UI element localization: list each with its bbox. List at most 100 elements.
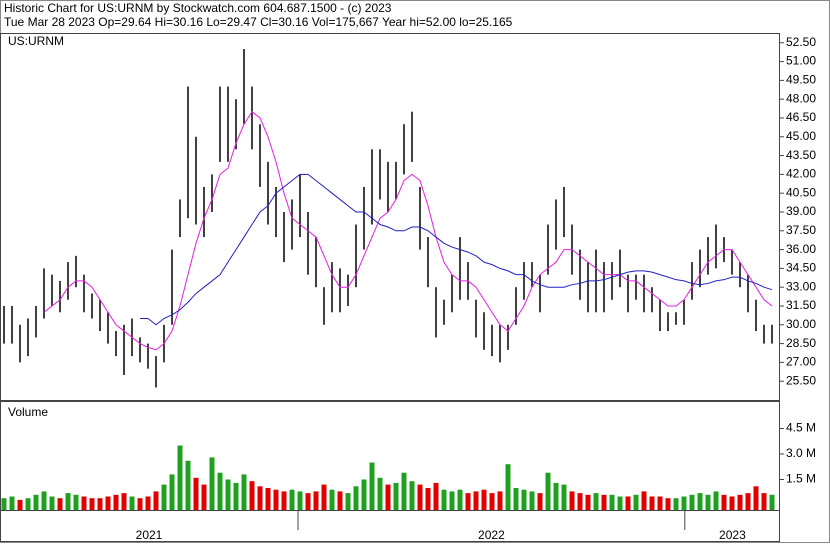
volume-bar xyxy=(257,486,263,510)
volume-bar xyxy=(433,482,439,510)
volume-bar xyxy=(305,493,311,510)
volume-bar xyxy=(137,498,143,510)
volume-bar xyxy=(473,491,479,510)
volume-bar xyxy=(361,479,367,510)
y-tick-label: 45.00 xyxy=(786,129,816,143)
volume-bar xyxy=(561,484,567,510)
date-panel xyxy=(0,510,780,542)
volume-bar xyxy=(585,494,591,510)
volume-bar xyxy=(689,494,695,510)
volume-bar xyxy=(545,472,551,510)
volume-bar xyxy=(161,484,167,510)
y-tick-label: 4.5 M xyxy=(786,421,816,435)
year-label: 2023 xyxy=(719,528,746,542)
volume-bar xyxy=(481,489,487,510)
volume-bar xyxy=(521,489,527,510)
volume-bar xyxy=(409,481,415,510)
volume-bar xyxy=(217,472,223,510)
y-tick-label: 27.00 xyxy=(786,355,816,369)
volume-bar xyxy=(457,489,463,510)
volume-bar xyxy=(385,484,391,510)
y-tick-label: 43.50 xyxy=(786,148,816,162)
volume-bar xyxy=(169,474,175,510)
y-tick-label: 36.00 xyxy=(786,242,816,256)
volume-bar xyxy=(289,489,295,510)
volume-bar xyxy=(697,493,703,510)
y-tick-label: 39.00 xyxy=(786,204,816,218)
volume-bar xyxy=(497,491,503,510)
volume-bar xyxy=(145,496,151,510)
volume-bar xyxy=(681,496,687,510)
y-tick-label: 30.00 xyxy=(786,317,816,331)
volume-bar xyxy=(625,496,631,510)
volume-bar xyxy=(313,491,319,510)
volume-bar xyxy=(393,482,399,510)
volume-bar xyxy=(65,493,71,510)
volume-bar xyxy=(193,477,199,510)
volume-bar xyxy=(17,499,23,510)
volume-bar xyxy=(425,488,431,510)
volume-bar xyxy=(241,474,247,510)
volume-bar xyxy=(265,488,271,510)
price-panel xyxy=(0,33,780,401)
volume-bar xyxy=(1,498,7,510)
volume-bar xyxy=(569,491,575,510)
volume-bar xyxy=(33,494,39,510)
year-label: 2022 xyxy=(478,528,505,542)
volume-bar xyxy=(761,493,767,510)
volume-bar xyxy=(593,493,599,510)
volume-bar xyxy=(41,491,47,510)
volume-bar xyxy=(153,491,159,510)
volume-bar xyxy=(577,493,583,510)
volume-bar xyxy=(737,494,743,510)
volume-bar xyxy=(249,481,255,510)
year-label: 2021 xyxy=(136,528,163,542)
y-tick-label: 31.50 xyxy=(786,298,816,312)
volume-bar xyxy=(281,491,287,510)
volume-bar xyxy=(377,477,383,510)
volume-bar xyxy=(657,496,663,510)
volume-bar xyxy=(97,498,103,510)
volume-bar xyxy=(177,445,183,510)
volume-bar xyxy=(617,496,623,510)
volume-bar xyxy=(401,472,407,510)
volume-bar xyxy=(225,479,231,510)
volume-bar xyxy=(9,496,15,510)
volume-bar xyxy=(273,489,279,510)
volume-bar xyxy=(673,498,679,510)
header-quote: Tue Mar 28 2023 Op=29.64 Hi=30.16 Lo=29.… xyxy=(4,15,513,29)
volume-bar xyxy=(25,498,31,510)
volume-bar xyxy=(345,493,351,510)
volume-bar xyxy=(201,484,207,510)
y-tick-label: 28.50 xyxy=(786,336,816,350)
volume-bar xyxy=(297,491,303,510)
y-tick-label: 48.00 xyxy=(786,91,816,105)
volume-bar xyxy=(49,496,55,510)
volume-bar xyxy=(81,496,87,510)
volume-bar xyxy=(753,486,759,510)
volume-bar xyxy=(601,494,607,510)
volume-bar xyxy=(105,496,111,510)
y-tick-label: 3.0 M xyxy=(786,446,816,460)
volume-bar xyxy=(489,493,495,510)
volume-bar xyxy=(721,494,727,510)
volume-bar xyxy=(465,493,471,510)
volume-bar xyxy=(129,496,135,510)
volume-bar xyxy=(769,494,775,510)
y-tick-label: 49.50 xyxy=(786,73,816,87)
volume-bar xyxy=(337,491,343,510)
y-tick-label: 34.50 xyxy=(786,261,816,275)
volume-bar xyxy=(537,493,543,510)
volume-bar xyxy=(353,486,359,510)
volume-bar xyxy=(729,496,735,510)
volume-bar xyxy=(513,488,519,510)
moving-average xyxy=(43,110,773,351)
moving-average xyxy=(140,173,773,326)
volume-bar xyxy=(745,493,751,510)
y-tick-label: 46.50 xyxy=(786,110,816,124)
volume-bar xyxy=(665,498,671,510)
volume-bar xyxy=(553,482,559,510)
y-tick-label: 25.50 xyxy=(786,373,816,387)
volume-panel-title: Volume xyxy=(8,405,48,419)
